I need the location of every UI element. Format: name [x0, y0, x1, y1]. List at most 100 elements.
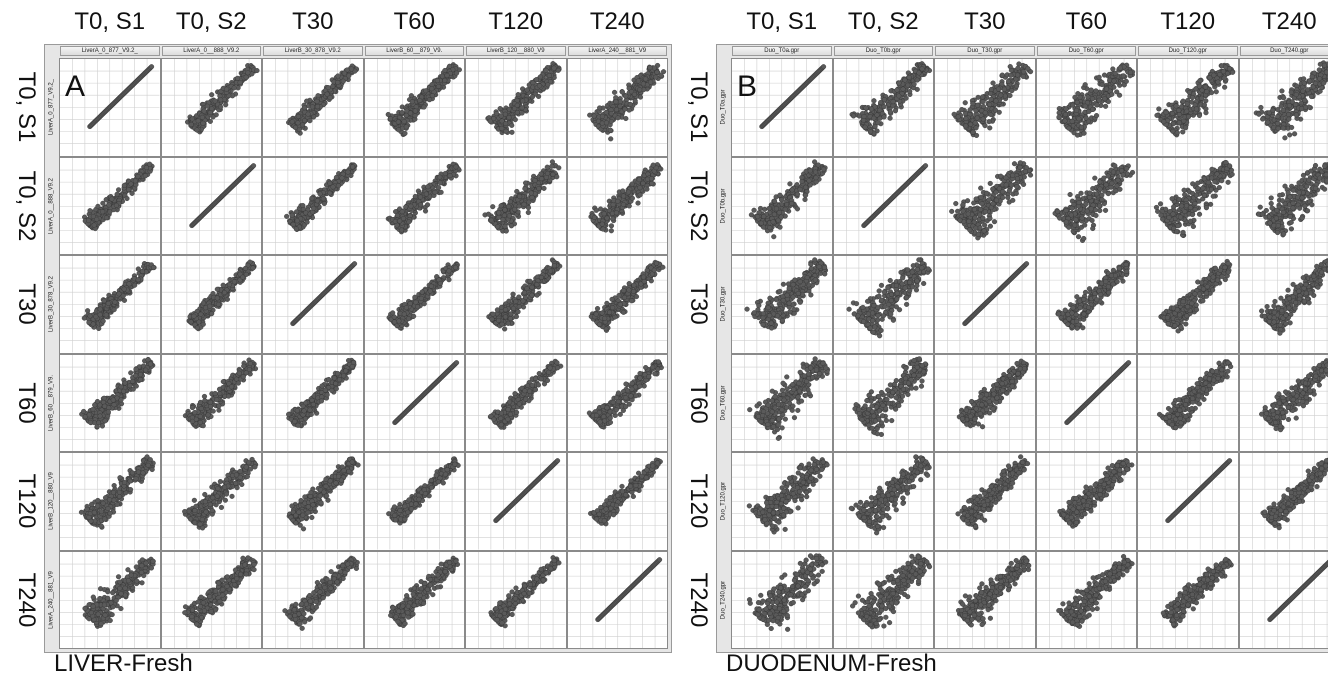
- data-point: [607, 310, 612, 315]
- data-point: [453, 164, 458, 169]
- data-point: [132, 283, 137, 288]
- data-point: [626, 288, 631, 293]
- scatter-cell: [262, 354, 364, 453]
- data-point: [214, 296, 219, 301]
- data-point: [125, 196, 130, 201]
- data-point: [201, 301, 206, 306]
- scatter-plot: [568, 59, 668, 156]
- data-point: [306, 112, 311, 117]
- data-point: [517, 304, 522, 309]
- data-point: [295, 218, 300, 223]
- scatter-plot: [466, 256, 566, 353]
- data-point: [336, 74, 341, 79]
- data-point: [305, 219, 310, 224]
- scatter-plot: [263, 59, 363, 156]
- data-point: [609, 297, 614, 302]
- data-point: [517, 194, 522, 199]
- data-point: [190, 418, 195, 423]
- data-point: [218, 105, 223, 110]
- data-point: [311, 206, 316, 211]
- data-point: [621, 288, 626, 293]
- data-point: [197, 414, 202, 419]
- column-header: T60: [364, 8, 466, 36]
- data-point: [104, 313, 109, 318]
- data-point: [202, 394, 207, 399]
- row-header: T30: [10, 259, 40, 349]
- data-point: [516, 92, 521, 97]
- scatter-plot: [568, 256, 668, 353]
- data-point: [96, 204, 101, 209]
- data-point: [604, 301, 609, 306]
- scatter-cell: [262, 157, 364, 256]
- data-point: [121, 388, 126, 393]
- data-point: [116, 187, 121, 192]
- data-point: [654, 70, 659, 75]
- data-point: [129, 181, 134, 186]
- data-point: [207, 110, 212, 115]
- data-point: [535, 282, 540, 287]
- data-point: [610, 216, 615, 221]
- data-point: [326, 85, 331, 90]
- data-point: [138, 372, 143, 377]
- data-point: [527, 199, 532, 204]
- data-point: [302, 106, 307, 111]
- data-point: [227, 282, 232, 287]
- data-point: [204, 104, 209, 109]
- data-point: [112, 300, 117, 305]
- data-point: [617, 302, 622, 307]
- data-point: [535, 293, 540, 298]
- data-point: [217, 386, 222, 391]
- data-point: [632, 99, 637, 104]
- data-point: [545, 83, 550, 88]
- data-point: [437, 174, 442, 179]
- data-point: [100, 209, 105, 214]
- data-point: [615, 115, 620, 120]
- data-point: [436, 84, 441, 89]
- data-point: [599, 221, 604, 226]
- data-point: [636, 79, 641, 84]
- column-file-label: LiverA_0_877_V9.2_: [60, 46, 160, 56]
- data-point: [290, 120, 295, 125]
- data-point: [112, 402, 117, 407]
- data-point: [401, 312, 406, 317]
- data-point: [310, 105, 315, 110]
- data-point: [330, 84, 335, 89]
- data-point: [318, 191, 323, 196]
- scatter-cell: [364, 255, 466, 354]
- data-point: [140, 269, 145, 274]
- data-point: [654, 261, 659, 266]
- data-point: [538, 75, 543, 80]
- data-point: [82, 316, 87, 321]
- scatter-plot: [162, 355, 262, 452]
- data-point: [122, 183, 127, 188]
- data-point: [303, 210, 308, 215]
- data-point: [130, 191, 135, 196]
- data-point: [341, 79, 346, 84]
- data-point: [595, 306, 600, 311]
- data-point: [544, 68, 549, 73]
- data-point: [612, 90, 617, 95]
- data-point: [220, 379, 225, 384]
- data-point: [251, 163, 256, 168]
- scatter-plot: [263, 158, 363, 255]
- data-point: [88, 208, 93, 213]
- data-point: [138, 377, 143, 382]
- data-point: [194, 128, 199, 133]
- data-point: [653, 75, 658, 80]
- data-point: [87, 320, 92, 325]
- data-point: [597, 322, 602, 327]
- data-point: [515, 103, 520, 108]
- data-point: [423, 208, 428, 213]
- data-point: [432, 190, 437, 195]
- data-point: [199, 115, 204, 120]
- data-point: [621, 310, 626, 315]
- row-file-label: LiverB_120__880_V9: [47, 454, 57, 549]
- column-header: T120: [465, 8, 567, 36]
- data-point: [592, 215, 597, 220]
- data-point: [399, 227, 404, 232]
- data-point: [521, 299, 526, 304]
- data-point: [523, 180, 528, 185]
- data-point: [536, 186, 541, 191]
- data-point: [649, 176, 654, 181]
- data-point: [623, 116, 628, 121]
